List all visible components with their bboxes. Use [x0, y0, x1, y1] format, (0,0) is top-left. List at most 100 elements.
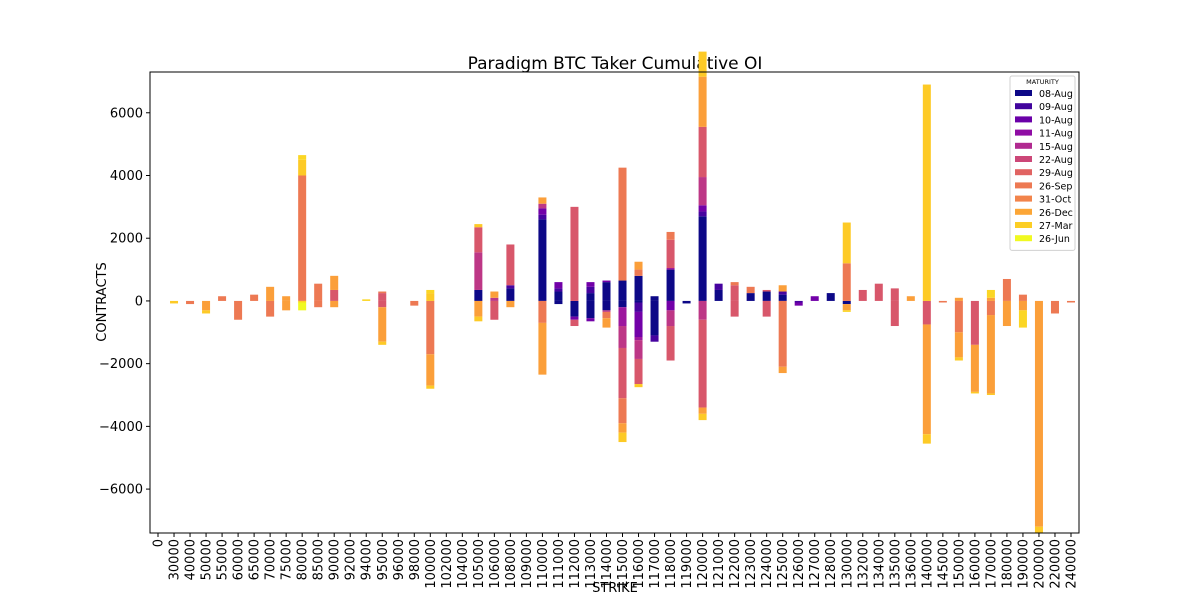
bar-08-aug-105000-pos [474, 289, 483, 301]
bar-26-sep-118000-pos [666, 231, 675, 240]
legend-label-09-aug: 09-Aug [1039, 102, 1073, 113]
bar-26-sep-98000-neg [410, 300, 419, 306]
bar-31-oct-110000-neg [538, 322, 547, 375]
bar-26-sep-240000-neg [1066, 300, 1075, 303]
x-tick-label: 132000 [856, 539, 871, 589]
bar-31-oct-75000-neg [282, 300, 291, 311]
bar-08-aug-114000-pos [602, 282, 611, 301]
bar-31-oct-116000-pos [634, 261, 643, 270]
bar-31-oct-115000-neg [618, 423, 627, 433]
bar-08-aug-110000-pos [538, 219, 547, 301]
bar-26-dec-160000-neg [970, 391, 979, 394]
bar-31-oct-150000-neg [954, 332, 963, 358]
legend-label-27-mar: 27-Mar [1039, 221, 1073, 232]
x-tick-label: 105000 [472, 539, 487, 589]
bar-26-dec-105000-pos [474, 224, 483, 228]
x-tick-label: 124000 [760, 539, 775, 589]
bar-26-sep-85000-pos [314, 283, 323, 301]
x-tick-label: 134000 [872, 539, 887, 589]
bar-09-aug-110000-pos [538, 214, 547, 220]
bar-26-sep-116000-pos [634, 269, 643, 276]
bar-09-aug-108000-pos [506, 285, 515, 289]
bar-08-aug-120000-pos [698, 216, 707, 301]
bar-26-sep-125000-neg [778, 300, 787, 367]
bar-26-sep-190000-pos [1018, 294, 1027, 301]
x-tick-label: 115000 [616, 539, 631, 589]
bar-26-sep-115000-neg [618, 398, 627, 424]
bar-26-sep-145000-neg [938, 300, 947, 303]
x-tick-label: 160000 [968, 539, 983, 589]
bar-26-sep-55000-pos [218, 296, 227, 301]
bar-26-dec-100000-pos [426, 293, 435, 301]
bar-31-oct-130000-neg [842, 304, 851, 311]
legend-label-26-sep: 26-Sep [1039, 181, 1072, 192]
bar-22-aug-90000-pos [330, 289, 339, 301]
bar-31-oct-110000-pos [538, 197, 547, 204]
x-tick-label: 117000 [648, 539, 663, 589]
bar-10-aug-120000-pos [698, 205, 707, 212]
x-tick-label: 95000 [376, 539, 391, 580]
bar-08-aug-124000-pos [762, 291, 771, 301]
bar-08-aug-116000-neg [634, 300, 643, 303]
bar-26-dec-50000-neg [202, 310, 211, 314]
y-tick-label: 2000 [110, 232, 143, 247]
bar-26-dec-115000-neg [618, 432, 627, 443]
x-tick-label: 92000 [344, 539, 359, 580]
x-tick-label: 65000 [248, 539, 263, 580]
bar-26-dec-130000-pos [842, 222, 851, 264]
bar-26-dec-200000-neg [1034, 526, 1043, 533]
bar-10-aug-126000-neg [794, 302, 803, 306]
legend-swatch-26-sep [1015, 182, 1032, 189]
bar-22-aug-105000-pos [474, 227, 483, 253]
x-tick-label: 102000 [440, 539, 455, 589]
bar-10-aug-113000-pos [586, 282, 595, 287]
bar-31-oct-114000-neg [602, 318, 611, 328]
x-tick-label: 150000 [952, 539, 967, 589]
y-tick-label: −2000 [99, 357, 143, 372]
x-tick-label: 120000 [696, 539, 711, 589]
y-tick-label: 6000 [110, 106, 143, 121]
bar-15-aug-120000-neg [698, 300, 707, 320]
x-tick-label: 121000 [712, 539, 727, 589]
legend-swatch-10-aug [1015, 116, 1032, 123]
bar-10-aug-113000-neg [586, 318, 595, 322]
bar-27-mar-130000-neg [842, 310, 851, 312]
bar-31-oct-120000-pos [698, 76, 707, 127]
x-tick-label: 145000 [936, 539, 951, 589]
bar-09-aug-116000-neg [634, 302, 643, 312]
bar-08-aug-119000-neg [682, 300, 691, 304]
bar-26-sep-95000-pos [378, 291, 387, 294]
legend-swatch-11-aug [1015, 129, 1032, 136]
x-tick-label: 125000 [776, 539, 791, 589]
bar-10-aug-110000-pos [538, 208, 547, 215]
bar-10-aug-118000-neg [666, 300, 675, 311]
bar-22-aug-118000-pos [666, 239, 675, 269]
bar-08-aug-123000-pos [746, 293, 755, 301]
bar-11-aug-118000-pos [666, 268, 675, 270]
bar-26-sep-170000-neg [986, 300, 995, 316]
bar-15-aug-116000-neg [634, 340, 643, 359]
legend-label-22-aug: 22-Aug [1039, 155, 1073, 166]
bar-08-aug-115000-pos [618, 280, 627, 301]
x-tick-label: 55000 [216, 539, 231, 580]
bar-27-mar-190000-neg [1018, 310, 1027, 328]
bar-31-oct-106000-pos [490, 291, 499, 298]
bar-26-dec-140000-neg [922, 434, 931, 444]
x-tick-label: 180000 [1000, 539, 1015, 589]
bar-26-sep-100000-neg [426, 300, 435, 355]
bar-31-oct-160000-neg [970, 344, 979, 392]
x-tick-label: 109000 [520, 539, 535, 589]
bar-27-mar-100000-pos [426, 289, 435, 294]
bar-26-dec-95000-neg [378, 341, 387, 345]
bar-09-aug-111000-pos [554, 288, 563, 292]
bar-15-aug-120000-pos [698, 177, 707, 206]
bar-22-aug-112000-pos [570, 206, 579, 301]
y-tick-label: 0 [135, 294, 143, 309]
x-tick-label: 85000 [312, 539, 327, 580]
x-tick-label: 60000 [232, 539, 247, 580]
bar-15-aug-105000-pos [474, 252, 483, 290]
bar-31-oct-95000-neg [378, 307, 387, 342]
bar-26-dec-30000-neg [170, 300, 179, 304]
x-tick-label: 122000 [728, 539, 743, 589]
